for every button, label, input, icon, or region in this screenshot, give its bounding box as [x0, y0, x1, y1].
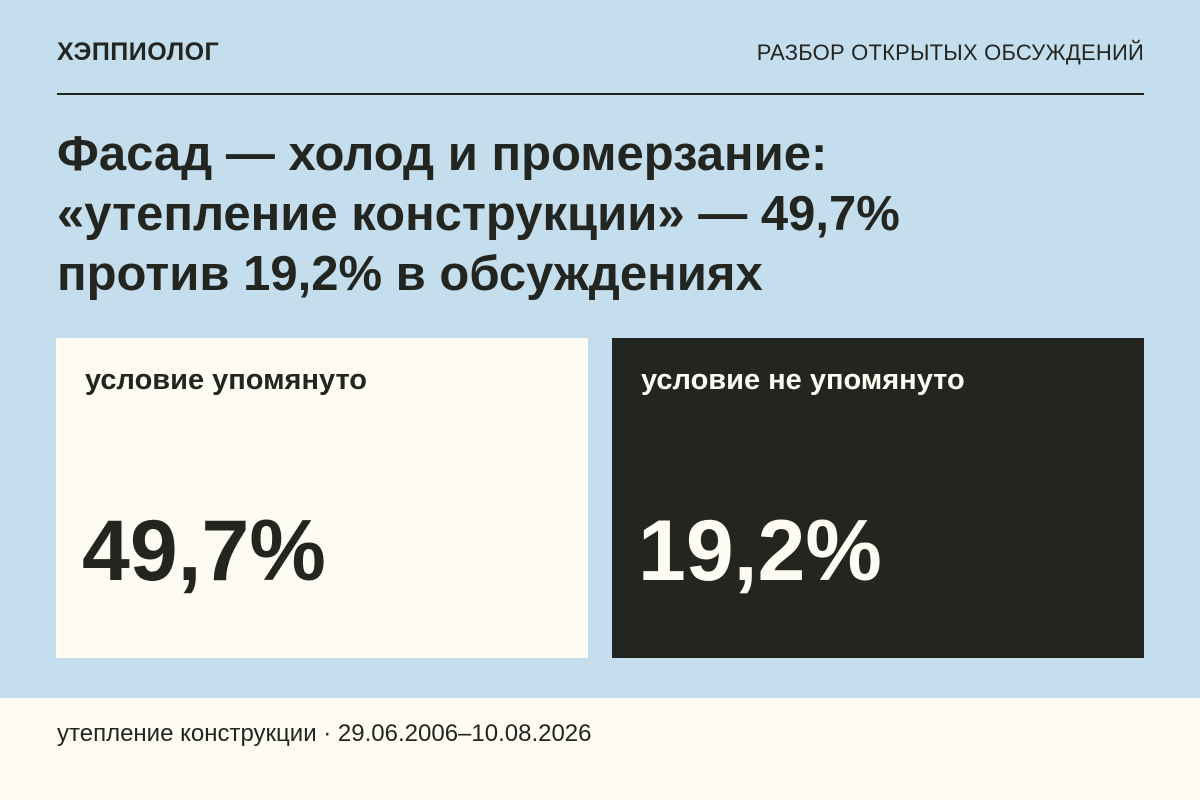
- headline: Фасад — холод и промерзание: «утепление …: [57, 124, 1147, 304]
- headline-line-3: против 19,2% в обсуждениях: [57, 247, 763, 301]
- headline-line-1: Фасад — холод и промерзание:: [57, 127, 828, 181]
- stat-card-label: условие упомянуто: [85, 364, 368, 396]
- footer-bar: утепление конструкции · 29.06.2006–10.08…: [0, 698, 1200, 800]
- section-label: РАЗБОР ОТКРЫТЫХ ОБСУЖДЕНИЙ: [756, 40, 1144, 65]
- stat-card-mentioned: условие упомянуто 49,7%: [56, 338, 588, 658]
- header-divider: [57, 93, 1144, 95]
- brand-logo: ХЭППИОЛОГ: [57, 38, 220, 66]
- stat-card-value: 49,7%: [82, 503, 326, 599]
- footer-caption: утепление конструкции · 29.06.2006–10.08…: [57, 720, 592, 747]
- stat-card-value: 19,2%: [638, 503, 882, 599]
- stat-card-not-mentioned: условие не упомянуто 19,2%: [612, 338, 1144, 658]
- stat-card-label: условие не упомянуто: [641, 364, 965, 396]
- headline-line-2: «утепление конструкции» — 49,7%: [57, 187, 900, 241]
